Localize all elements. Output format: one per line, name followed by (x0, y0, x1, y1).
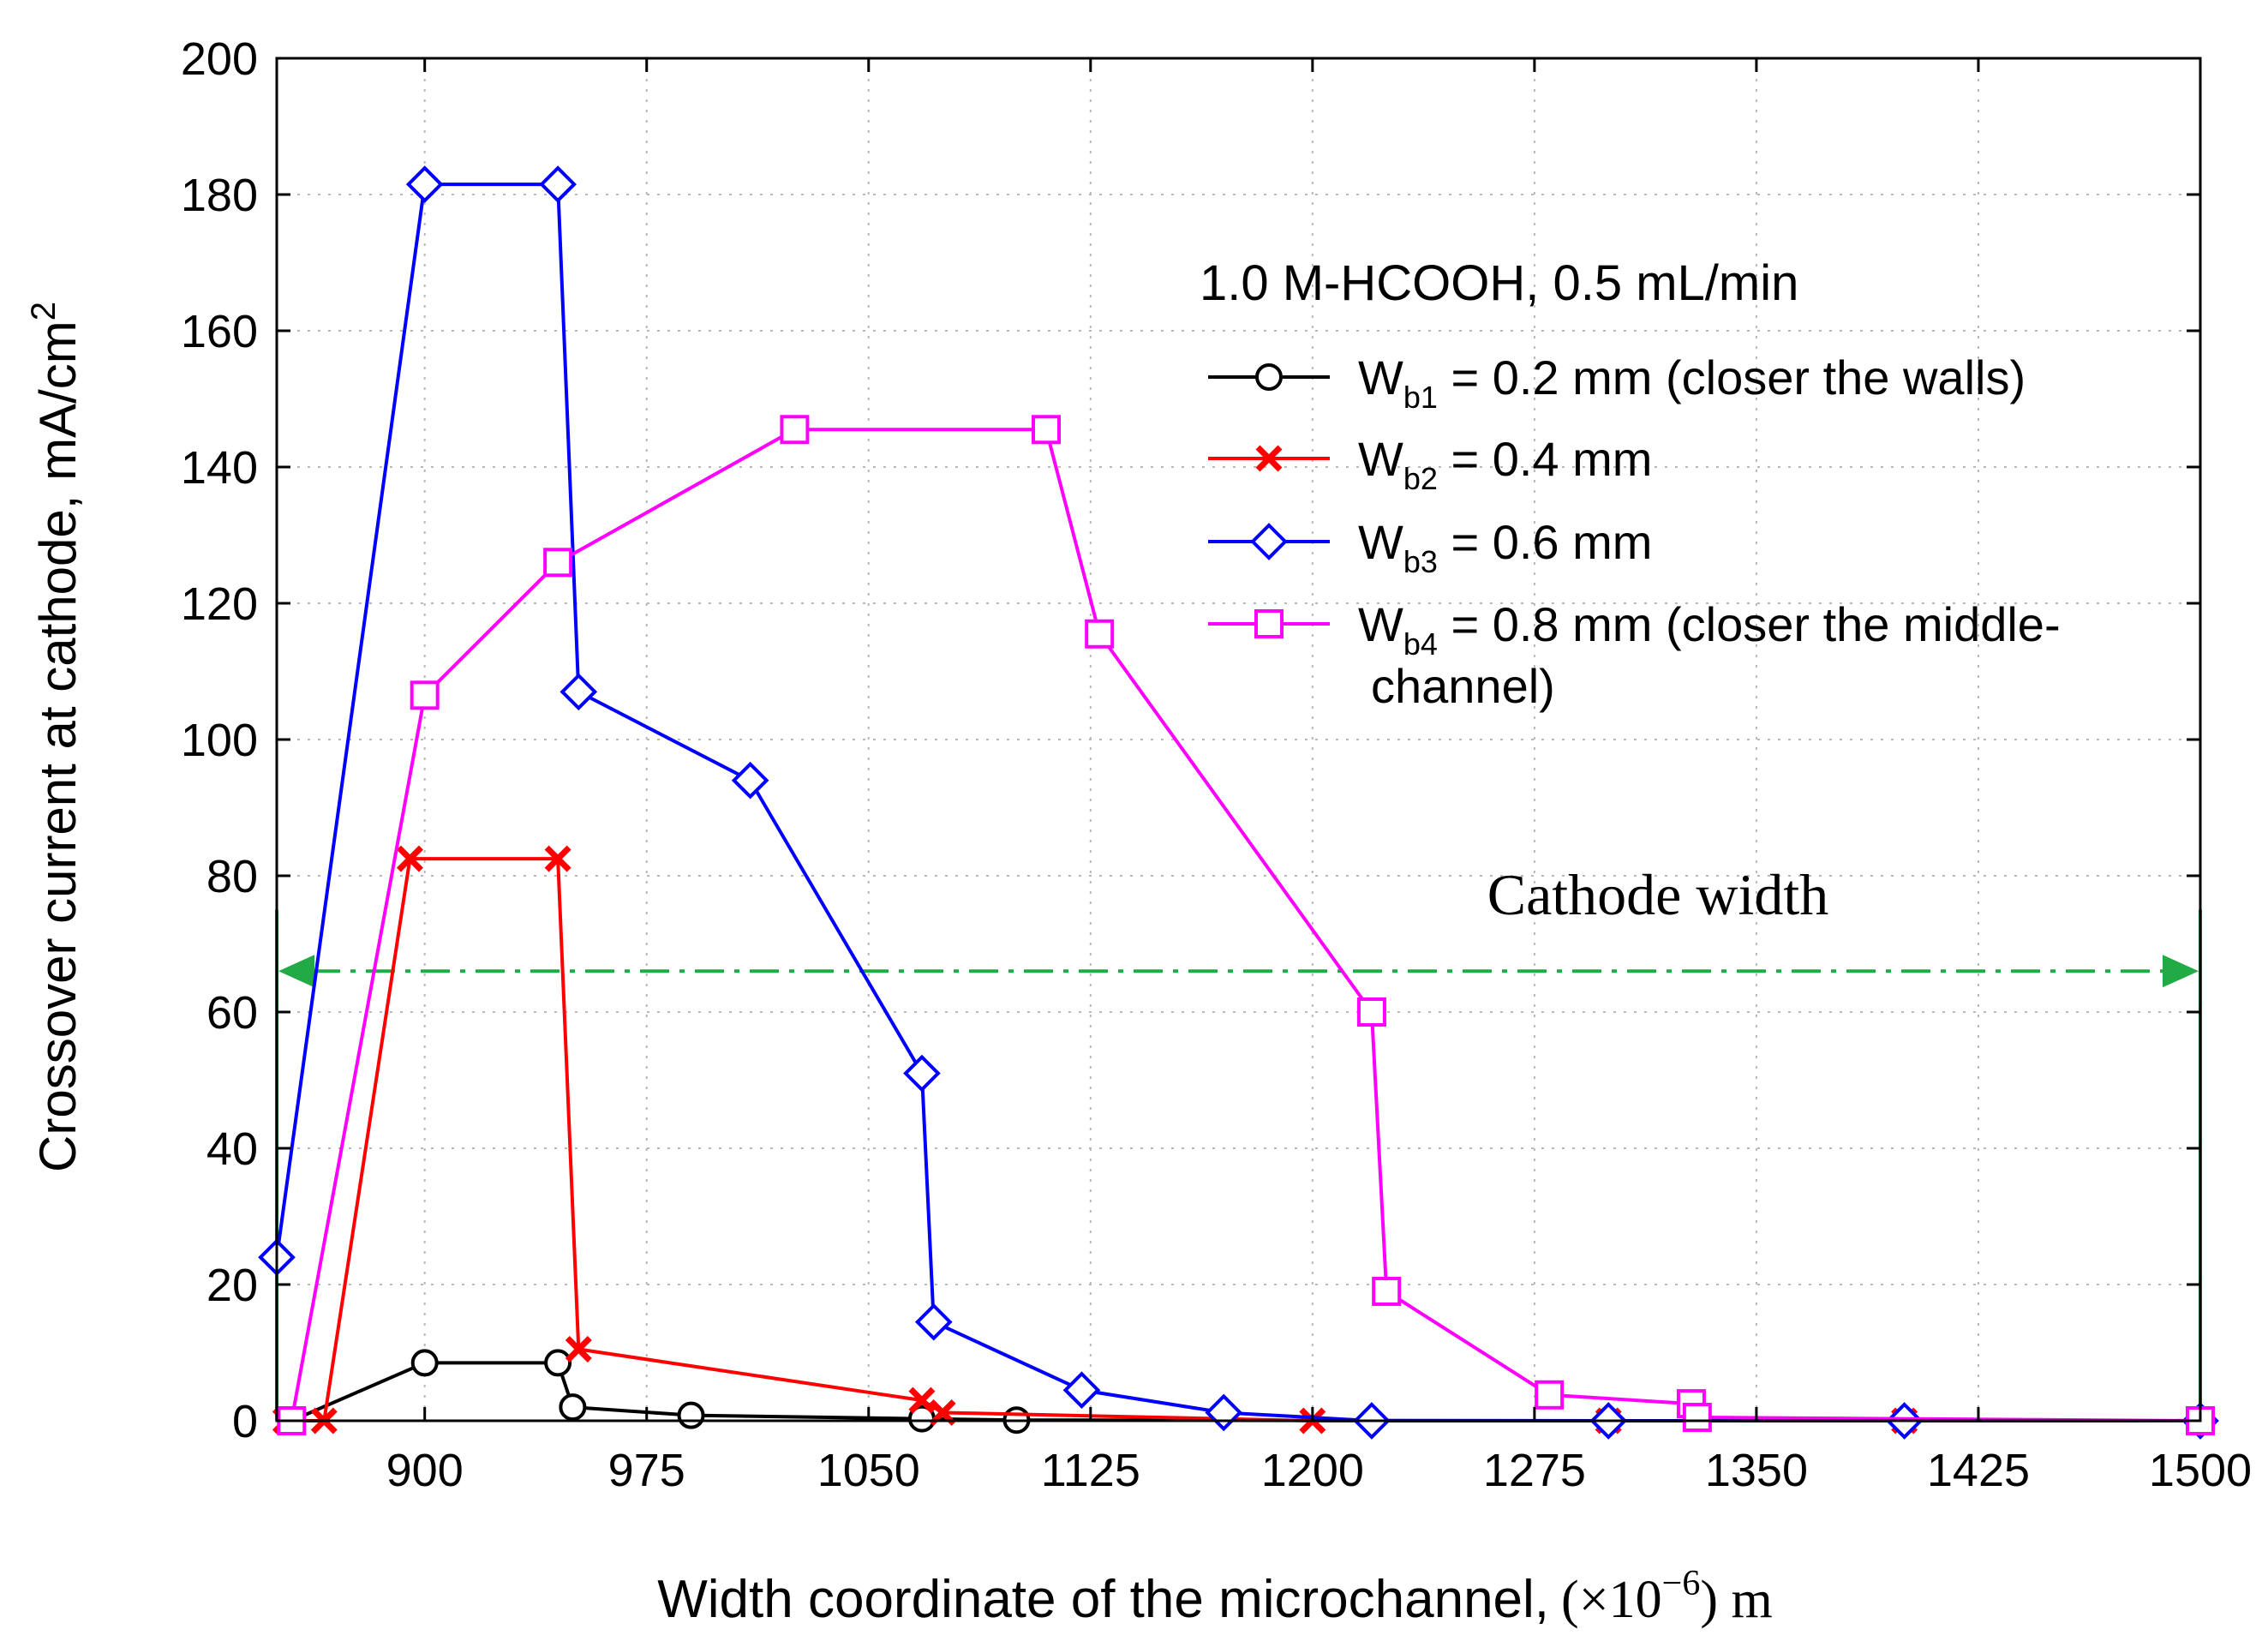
legend-label-subscript: b3 (1403, 544, 1438, 579)
x-marker-stroke (544, 845, 571, 872)
legend-label-text: = 0.2 mm (closer the walls) (1438, 350, 2026, 404)
series-b1-point (559, 1393, 587, 1422)
x-tick-label: 1050 (817, 1445, 920, 1496)
y-axis-title-exponent: 2 (25, 302, 63, 320)
legend-entry-b2: Wb2 = 0.4 mm (1208, 432, 1652, 496)
x-axis-title: Width coordinate of the microchannel, (×1… (657, 1564, 1772, 1629)
legend-label-symbol: W (1358, 597, 1403, 651)
x-tick-label: 1350 (1705, 1445, 1808, 1496)
y-axis-title: Crossover current at cathode, mA/cm2 (25, 302, 87, 1172)
legend-entry-b4: Wb4 = 0.8 mm (closer the middle-channel) (1208, 597, 2061, 713)
x-axis-title-unit-suffix: ) m (1700, 1571, 1772, 1629)
series-b3-point (731, 761, 769, 800)
y-tick-label: 20 (206, 1260, 258, 1311)
series-b3-point (405, 165, 444, 203)
x-tick-label: 1200 (1261, 1445, 1364, 1496)
legend-label: Wb1 = 0.2 mm (closer the walls) (1358, 350, 2026, 415)
cathode-arrow-left (278, 955, 314, 988)
legend-marker (1255, 445, 1283, 472)
legend-entry-b1: Wb1 = 0.2 mm (closer the walls) (1208, 350, 2026, 415)
y-tick-label: 180 (181, 170, 258, 221)
x-tick-label: 900 (386, 1445, 464, 1496)
legend-label-text: = 0.6 mm (1438, 515, 1653, 569)
series-b1-point (410, 1349, 439, 1377)
series-b4-point (1356, 997, 1386, 1027)
legend-label-subscript: b4 (1403, 626, 1438, 662)
x-tick-label: 1500 (2149, 1445, 2252, 1496)
x-axis-title-text: Width coordinate of the microchannel, (657, 1570, 1549, 1629)
legend-label-subscript: b1 (1403, 380, 1438, 415)
series-b4 (277, 415, 2215, 1435)
legend-label-symbol: W (1358, 515, 1403, 569)
legend-label-continued: channel) (1371, 659, 1555, 713)
x-marker-stroke (908, 1386, 936, 1414)
legend-label-text: = 0.4 mm (1438, 432, 1653, 486)
legend-label-symbol: W (1358, 432, 1403, 486)
legend-entry-b3: Wb3 = 0.6 mm (1208, 515, 1652, 579)
series-b1-point (677, 1401, 705, 1429)
annotation-label: Cathode width (1487, 862, 1829, 927)
legend-marker (1255, 363, 1283, 391)
y-tick-label: 120 (181, 578, 258, 630)
x-axis-title-unit: (×10 (1561, 1571, 1662, 1629)
axis-ticks: 0 20 40 60 80 100 120 140 160 180 200 900 975 1050 112… (181, 33, 2252, 1496)
legend-label: Wb2 = 0.4 mm (1358, 432, 1652, 496)
legend-label: Wb3 = 0.6 mm (1358, 515, 1652, 579)
series-b4-point (1085, 619, 1115, 649)
legend-marker (1254, 609, 1284, 638)
series-b4-point (1682, 1403, 1712, 1433)
series-b2-point (396, 845, 423, 872)
y-tick-label: 100 (181, 715, 258, 766)
series-b4-point (780, 415, 810, 445)
legend: 1.0 M-HCOOH, 0.5 mL/min Wb1 = 0.2 mm (cl… (1200, 255, 2061, 713)
y-tick-label: 40 (206, 1123, 258, 1175)
series-b1-point (544, 1349, 572, 1377)
x-marker-stroke (1255, 445, 1283, 472)
series-b2-point (565, 1336, 592, 1363)
y-axis-title-text: Crossover current at cathode, mA/cm (29, 320, 87, 1172)
y-tick-label: 60 (206, 987, 258, 1039)
legend-marker (1250, 523, 1288, 560)
y-tick-label: 0 (232, 1396, 258, 1447)
legend-label-text: = 0.8 mm (closer the middle- (1438, 597, 2061, 651)
series-b3-point (560, 673, 598, 711)
grid (277, 58, 2200, 1421)
series-b4-point (543, 548, 573, 578)
series-b3-point (903, 1054, 941, 1093)
series-b4-point (1032, 415, 1061, 445)
y-tick-label: 80 (206, 851, 258, 902)
series-b2-point (908, 1386, 936, 1414)
cathode-arrow-right (2163, 955, 2199, 988)
series-b4-point (1372, 1276, 1402, 1306)
series-b3-point (539, 165, 577, 203)
x-axis-title-unit-exponent: −6 (1662, 1564, 1701, 1603)
series-b3-point (914, 1303, 953, 1341)
series-b4-point (1535, 1380, 1565, 1410)
x-tick-label: 1125 (1041, 1445, 1140, 1496)
series-b3-point (1062, 1371, 1101, 1410)
x-marker-stroke (565, 1336, 592, 1363)
x-marker-stroke (396, 845, 423, 872)
x-tick-label: 975 (608, 1445, 685, 1496)
y-tick-label: 160 (181, 306, 258, 357)
x-tick-label: 1275 (1483, 1445, 1586, 1496)
legend-label-symbol: W (1358, 350, 1403, 404)
x-tick-label: 1425 (1927, 1445, 2030, 1496)
series-b2-point (544, 845, 571, 872)
legend-label: Wb4 = 0.8 mm (closer the middle- (1358, 597, 2061, 662)
y-tick-label: 140 (181, 442, 258, 494)
legend-title: 1.0 M-HCOOH, 0.5 mL/min (1200, 255, 1798, 311)
y-tick-label: 200 (181, 33, 258, 85)
series-b4-point (410, 680, 440, 710)
legend-label-subscript: b2 (1403, 461, 1438, 496)
